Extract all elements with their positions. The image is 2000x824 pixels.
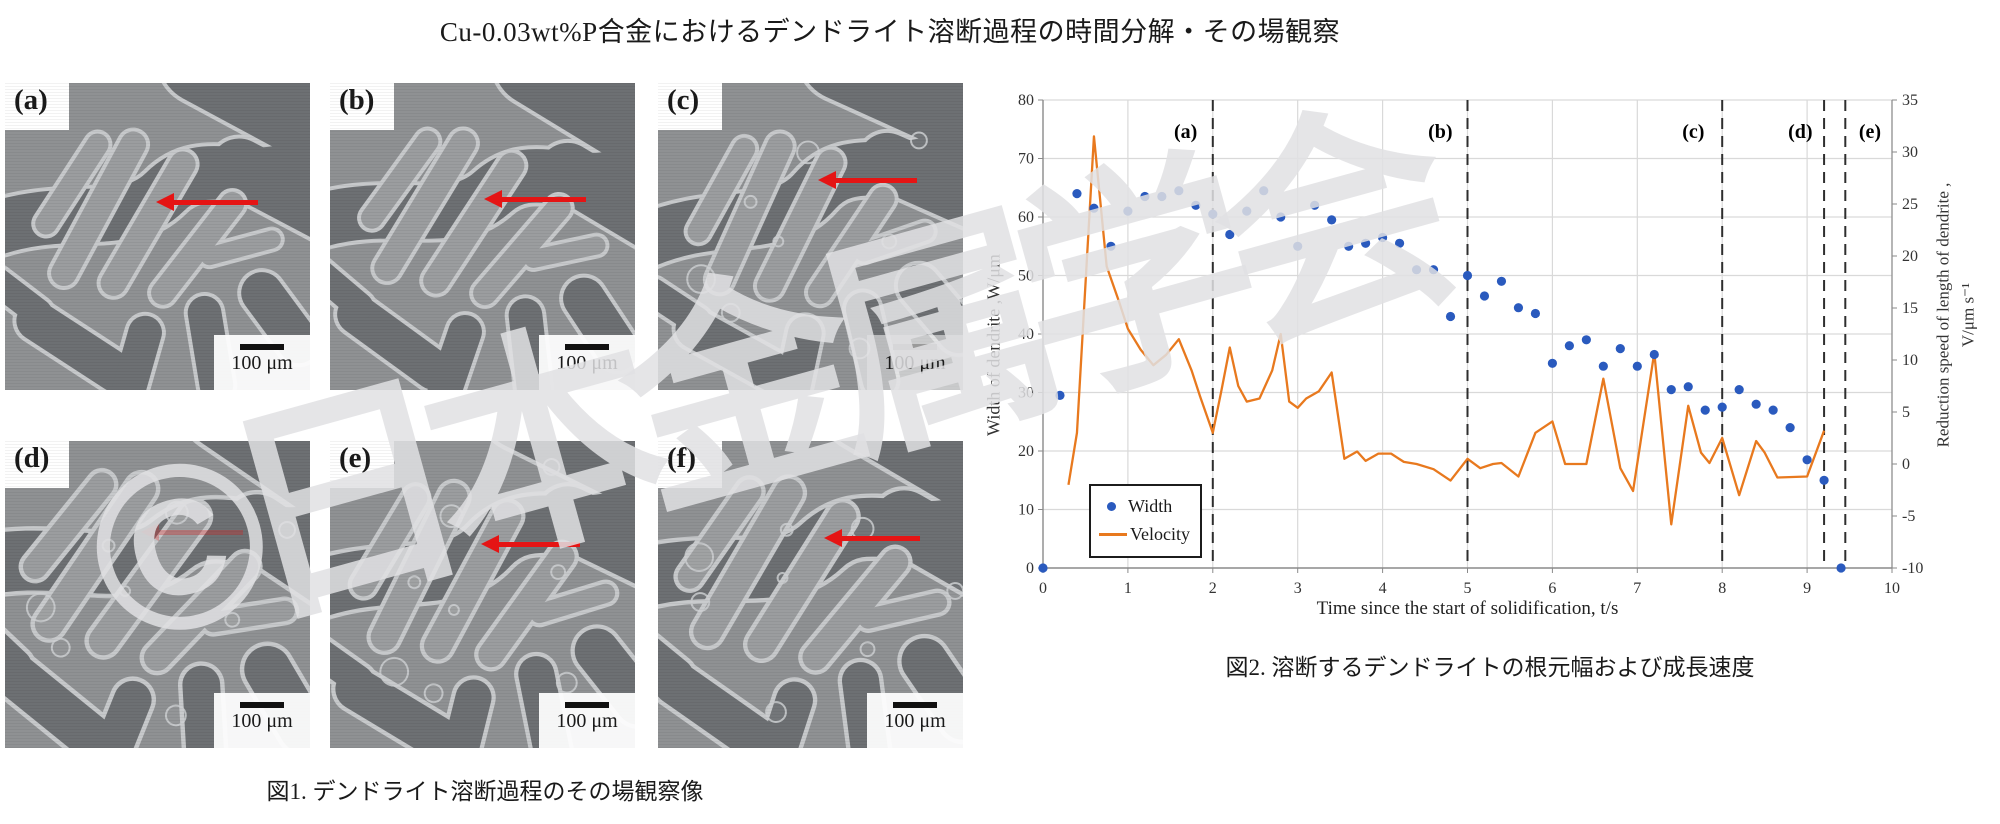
scale-bar-label: 100 μm — [556, 352, 618, 374]
dendrite-arrow-icon — [817, 171, 918, 190]
panel-label: (a) — [14, 84, 48, 116]
chart-legend: Width Velocity — [1089, 484, 1202, 558]
svg-text:50: 50 — [1018, 268, 1034, 285]
panel-label: (b) — [339, 84, 375, 116]
svg-text:0: 0 — [1039, 580, 1047, 597]
micrograph-panel-a: (a) 100 μm — [5, 83, 310, 390]
figure-title: Cu-0.03wt%P合金におけるデンドライト溶断過程の時間分解・その場観察 — [439, 17, 1341, 47]
scale-bar: 100 μm — [214, 335, 310, 390]
y-axis-right-title-line2: V/μm s⁻¹ — [1958, 282, 1977, 348]
micrograph-panel-f: (f) 100 μm — [658, 441, 963, 748]
panel-label-background — [5, 83, 69, 130]
micrograph-panel-c: (c) 100 μm — [658, 83, 963, 390]
micrograph-panel-b: (b) 100 μm — [330, 83, 635, 390]
panel-label-background — [330, 441, 394, 488]
scale-bar-line — [893, 702, 937, 708]
svg-text:60: 60 — [1018, 209, 1034, 226]
svg-text:10: 10 — [1884, 580, 1900, 597]
svg-text:2: 2 — [1209, 580, 1217, 597]
legend-item-velocity: Velocity — [1099, 521, 1190, 549]
svg-text:(a): (a) — [1174, 121, 1197, 143]
svg-text:20: 20 — [1902, 248, 1918, 265]
svg-text:-10: -10 — [1902, 560, 1923, 577]
svg-text:5: 5 — [1902, 404, 1910, 421]
svg-text:35: 35 — [1902, 92, 1918, 109]
velocity-line-series — [1067, 135, 1826, 526]
scale-bar-label: 100 μm — [884, 352, 946, 374]
scale-bar: 100 μm — [539, 335, 635, 390]
scale-bar-label: 100 μm — [231, 352, 293, 374]
figure1-caption: 図1. デンドライト溶断過程のその場観察像 — [266, 779, 704, 804]
svg-text:(d): (d) — [1788, 121, 1812, 143]
svg-text:0: 0 — [1026, 560, 1034, 577]
panel-label: (d) — [14, 442, 50, 474]
panel-label-background — [658, 83, 722, 130]
svg-text:80: 80 — [1018, 92, 1034, 109]
svg-text:10: 10 — [1902, 352, 1918, 369]
figure2-caption: 図2. 溶断するデンドライトの根元幅および成長速度 — [1225, 655, 1755, 680]
svg-text:7: 7 — [1633, 580, 1641, 597]
svg-text:8: 8 — [1718, 580, 1726, 597]
y-axis-left-title: Width of dendrite ,W/μm — [983, 254, 1004, 436]
scale-bar: 100 μm — [214, 693, 310, 748]
svg-text:(c): (c) — [1682, 121, 1704, 143]
svg-text:40: 40 — [1018, 326, 1034, 343]
svg-text:(e): (e) — [1859, 121, 1881, 143]
panel-label: (e) — [339, 442, 372, 474]
dendrite-arrow-icon — [483, 189, 587, 208]
scale-bar: 100 μm — [539, 693, 635, 748]
scale-bar: 100 μm — [867, 335, 963, 390]
panel-label: (f) — [667, 442, 696, 474]
svg-text:30: 30 — [1018, 385, 1034, 402]
svg-text:5: 5 — [1464, 580, 1472, 597]
width-dot-icon — [1107, 502, 1116, 512]
svg-text:-5: -5 — [1902, 508, 1915, 525]
svg-text:15: 15 — [1902, 300, 1918, 317]
svg-text:3: 3 — [1294, 580, 1302, 597]
svg-text:0: 0 — [1902, 456, 1910, 473]
svg-text:6: 6 — [1548, 580, 1556, 597]
scale-bar-label: 100 μm — [884, 710, 946, 732]
svg-text:(b): (b) — [1428, 121, 1452, 143]
y-axis-right-title-line1: Reduction speed of length of dendrite , — [1933, 182, 1953, 448]
scale-bar-line — [240, 344, 284, 350]
dendrite-arrow-icon — [823, 529, 921, 548]
micrograph-panel-d: (d) 100 μm — [5, 441, 310, 748]
panel-label-background — [330, 83, 394, 130]
x-axis-title: Time since the start of solidification, … — [1316, 598, 1619, 619]
panel-label-background — [5, 441, 69, 488]
svg-text:25: 25 — [1902, 196, 1918, 213]
svg-text:10: 10 — [1018, 502, 1034, 519]
svg-text:30: 30 — [1902, 144, 1918, 161]
chart-figure2: 0 10 20 30 40 50 60 70 80 -10 -5 0 5 10 15 20 25 30 35 0 1 2 3… — [980, 60, 2000, 700]
legend-item-width: Width — [1099, 493, 1190, 521]
scale-bar-line — [565, 344, 609, 350]
scale-bar: 100 μm — [867, 693, 963, 748]
dendrite-arrow-icon — [140, 523, 243, 542]
legend-label-width: Width — [1128, 496, 1173, 516]
dendrite-arrow-icon — [480, 535, 581, 554]
svg-text:70: 70 — [1018, 151, 1034, 168]
scale-bar-line — [240, 702, 284, 708]
micrograph-panel-e: (e) 100 μm — [330, 441, 635, 748]
panel-label-background — [658, 441, 722, 488]
svg-text:4: 4 — [1379, 580, 1387, 597]
dashed-frame-markers: (a) (b) (c) (d) (e) — [1174, 100, 1881, 568]
velocity-line-icon — [1099, 533, 1127, 537]
scale-bar-label: 100 μm — [556, 710, 618, 732]
width-scatter-series — [1038, 186, 1846, 573]
y-axis-right-title: Reduction speed of length of dendrite , … — [1931, 183, 1980, 448]
scale-bar-label: 100 μm — [231, 710, 293, 732]
svg-text:9: 9 — [1803, 580, 1811, 597]
scale-bar-line — [565, 702, 609, 708]
dendrite-arrow-icon — [155, 192, 259, 211]
panel-label: (c) — [667, 84, 700, 116]
scale-bar-line — [893, 344, 937, 350]
svg-text:20: 20 — [1018, 443, 1034, 460]
legend-label-velocity: Velocity — [1130, 523, 1190, 544]
svg-text:1: 1 — [1124, 580, 1132, 597]
